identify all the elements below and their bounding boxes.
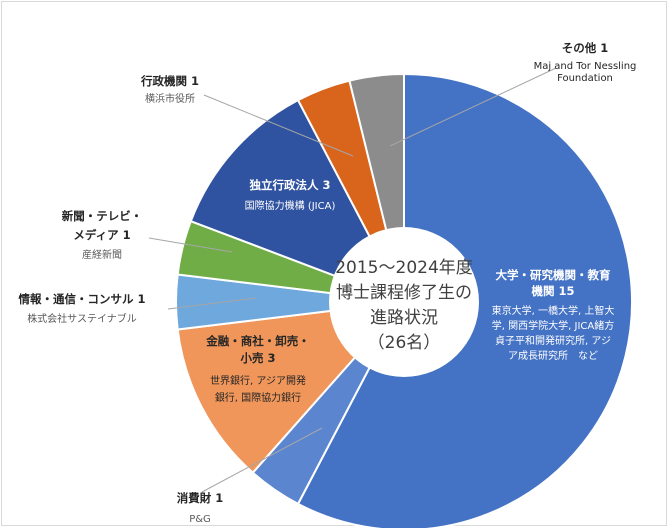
slice-label-title: 行政機関 1 (140, 74, 199, 88)
center-title-line: （26名） (368, 333, 441, 353)
slice-label-detail: 東京大学, 一橋大学, 上智大 (492, 304, 615, 317)
slice-label-title: 大学・研究機関・教育 (496, 268, 611, 282)
donut-hole (329, 227, 479, 377)
slice-label-title: 小売 3 (239, 351, 275, 365)
center-title-line: 博士課程修了生の (336, 283, 472, 303)
leader-line-7 (389, 67, 557, 147)
slice-label-detail: 株式会社サステイナブル (27, 312, 137, 325)
center-title-line: 進路状況 (370, 308, 438, 328)
slice-label-detail: 産経新聞 (82, 248, 122, 261)
slice-label-title: 独立行政法人 3 (249, 178, 330, 192)
slice-label-3: 情報・通信・コンサル 1 株式会社サステイナブル (17, 292, 145, 325)
slice-label-detail: P&G (189, 514, 211, 525)
leader-line-1 (201, 427, 323, 493)
slice-label-5: 独立行政法人 3 国際協力機構 (JICA) (245, 178, 336, 212)
center-title-line: 2015～2024年度 (335, 258, 473, 278)
slice-label-title: 金融・商社・卸売・ (205, 334, 310, 348)
slice-label-title: 新聞・テレビ・ (62, 209, 143, 223)
slice-label-detail: 世界銀行, アジア開発 (210, 374, 306, 387)
slice-label-title: 消費財 1 (177, 491, 224, 505)
leader-lines (148, 67, 557, 493)
slice-label-detail: 貞子平和開発研究所, アジ (495, 334, 611, 347)
slice-label-4: 新聞・テレビ・メディア 1 産経新聞 (62, 209, 143, 261)
slice-label-detail: Maj and Tor Nessling (534, 61, 637, 72)
leader-line-4 (148, 237, 233, 253)
slice-label-title: 機関 15 (531, 284, 574, 298)
leader-line-6 (203, 94, 354, 157)
slice-label-1: 消費財 1 P&G (177, 491, 224, 525)
slice-label-detail: 横浜市役所 (145, 92, 195, 105)
slice-label-title: その他 1 (562, 41, 609, 55)
slice-label-detail: 学, 関西学院大学, JICA緒方 (492, 319, 614, 332)
slice-label-detail: 国際協力機構 (JICA) (245, 199, 336, 212)
leader-line-3 (167, 297, 257, 310)
slice-label-detail: ア成長研究所 など (508, 349, 598, 362)
slice-label-title: 情報・通信・コンサル 1 (17, 292, 145, 306)
slice-label-6: 行政機関 1 横浜市役所 (140, 74, 199, 105)
slice-label-detail: 銀行, 国際協力銀行 (215, 391, 301, 404)
slice-label-detail: Foundation (557, 73, 613, 84)
slice-label-title: メディア 1 (73, 228, 130, 242)
